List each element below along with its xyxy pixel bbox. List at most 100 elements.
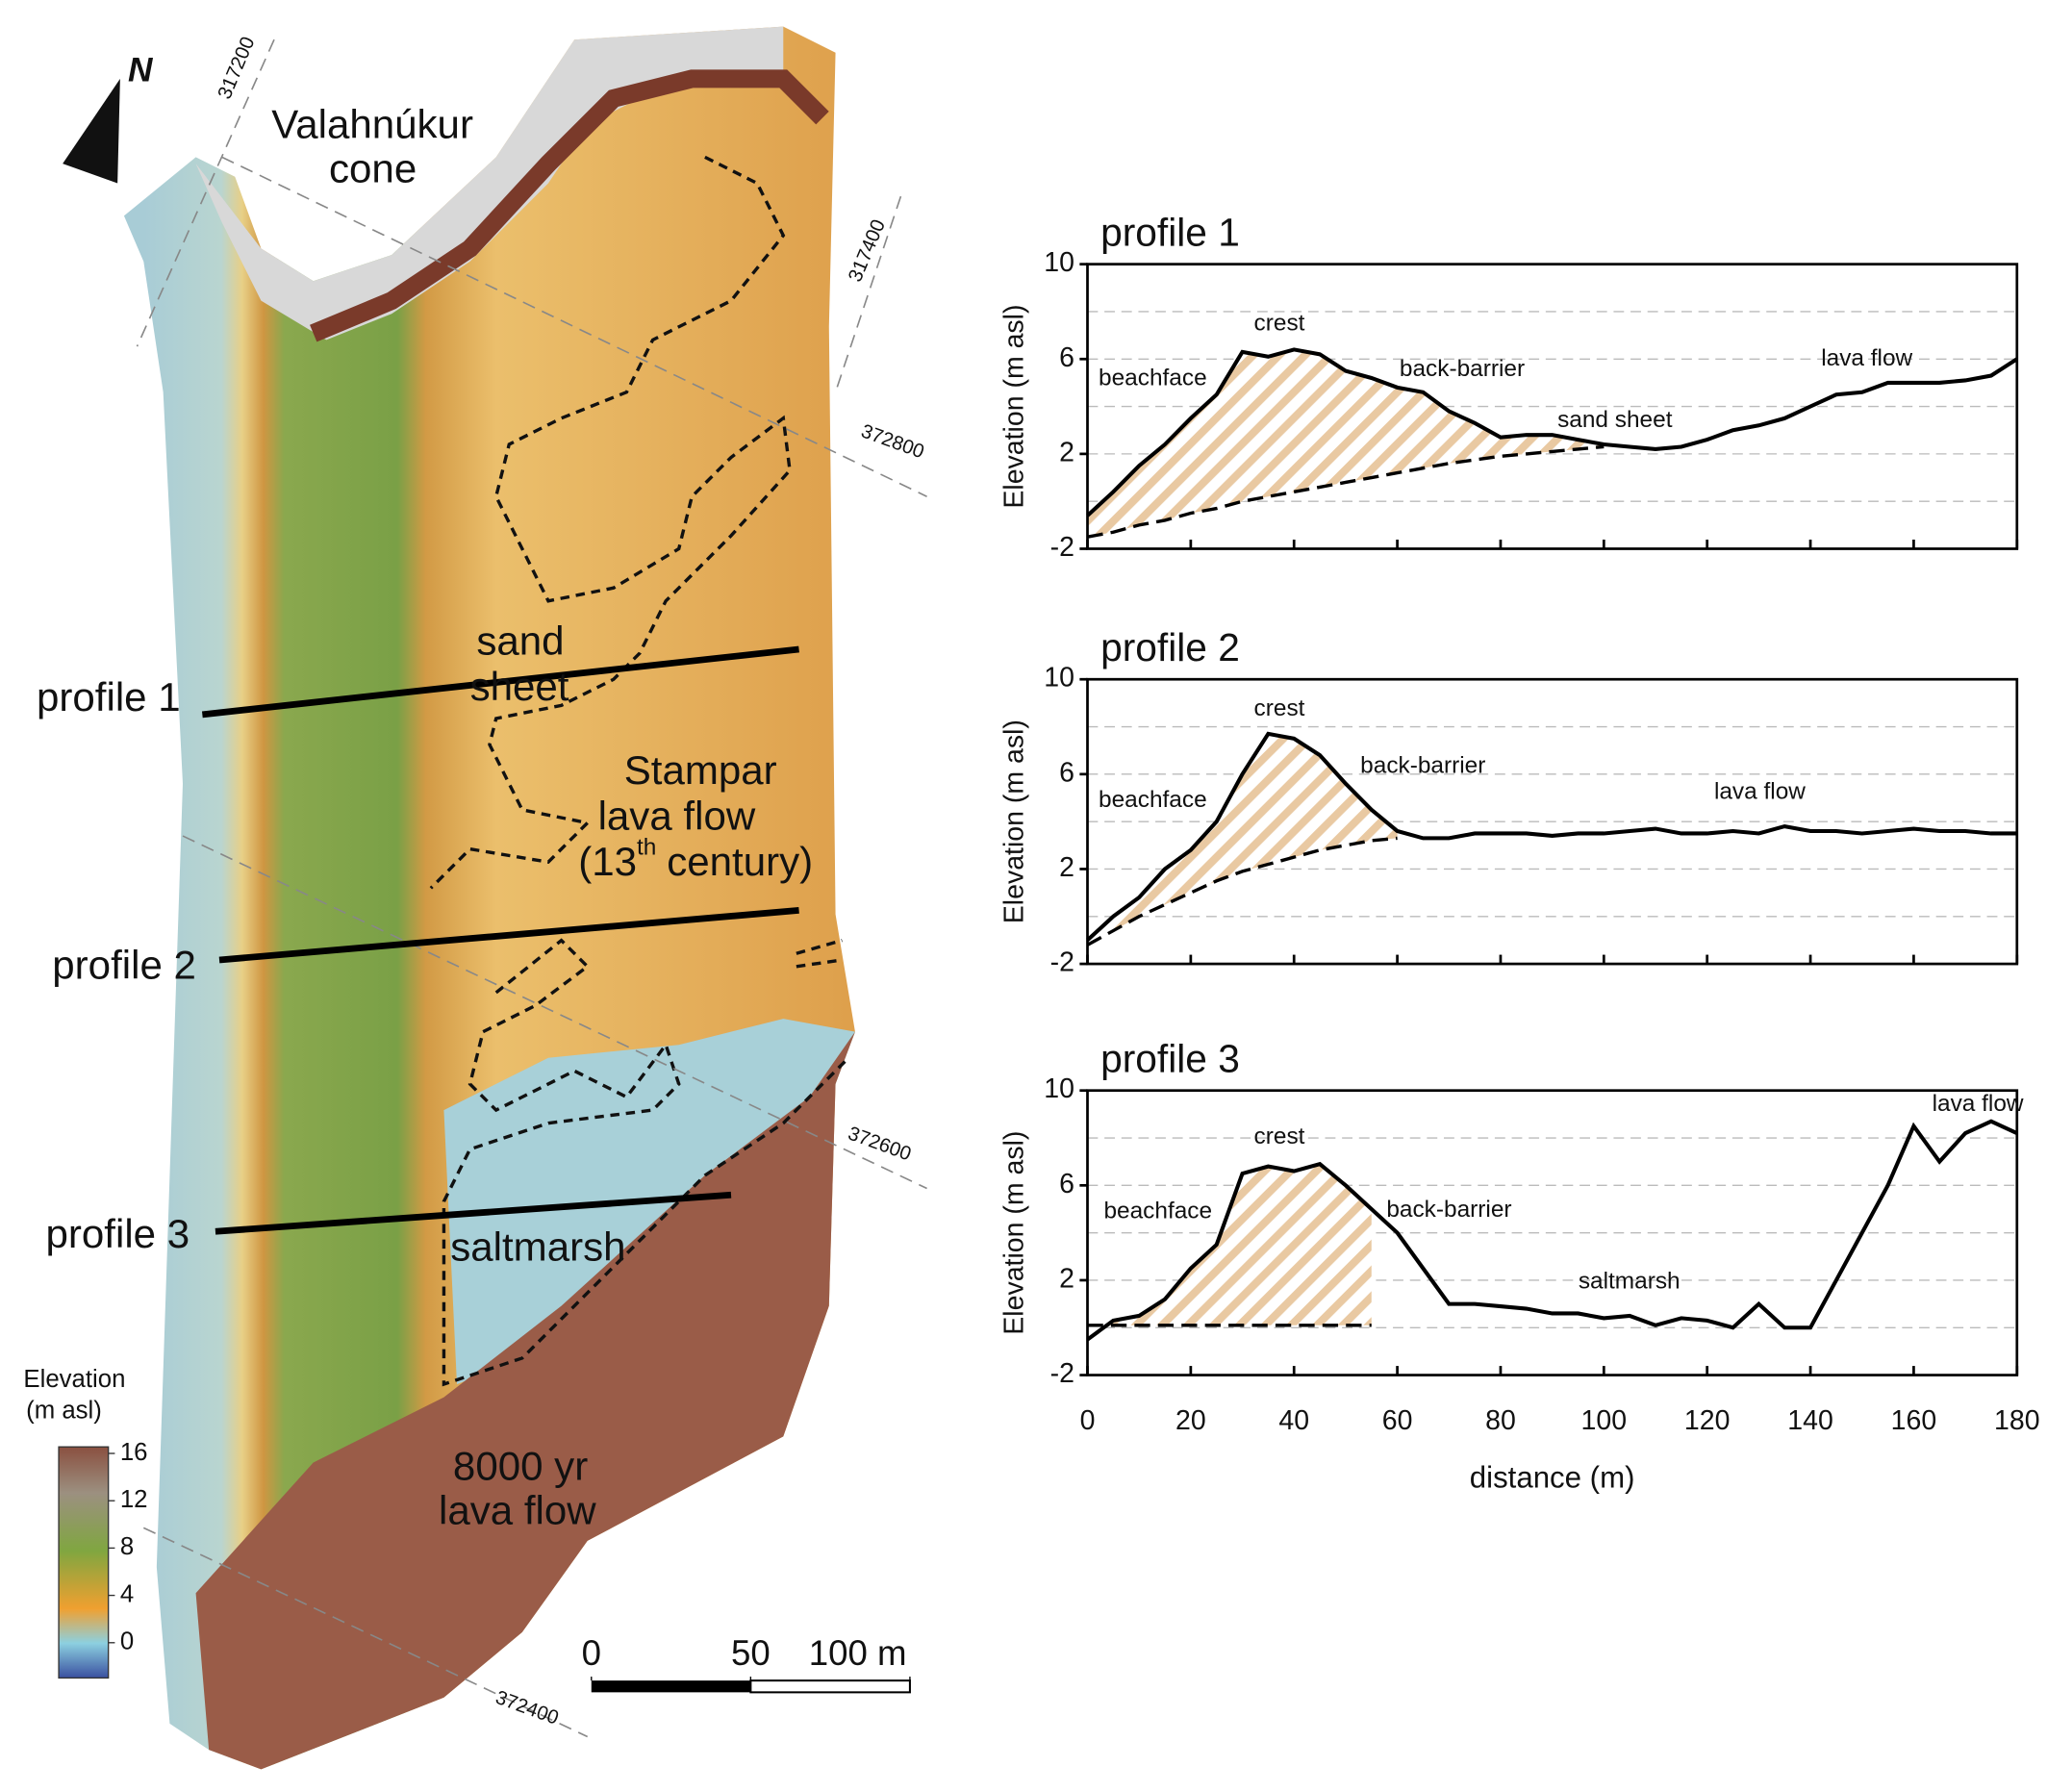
profile-line	[1086, 836, 1398, 946]
x-tick-label: 100	[1581, 1405, 1628, 1436]
y-tick-label: 10	[1044, 663, 1074, 694]
colorbar-tick-label: 4	[120, 1580, 134, 1607]
profile-lines	[201, 645, 799, 1235]
map-label: Valahnúkur	[271, 101, 473, 146]
plot-frame	[1086, 677, 2019, 966]
scalebar-label: 0	[582, 1633, 601, 1673]
map-label: Stampar	[624, 747, 777, 793]
colorbar-title: Elevation	[23, 1366, 125, 1393]
y-axis-label: Elevation (m asl)	[998, 305, 1029, 509]
x-tick-label: 160	[1891, 1405, 1937, 1436]
chart-title: profile 2	[1100, 625, 1240, 669]
profile-line	[1086, 731, 2017, 942]
profile-label: profile 2	[52, 942, 196, 987]
grid-label: 372400	[493, 1687, 561, 1729]
annotation: lava flow	[1933, 1091, 2024, 1117]
profile-chart: profile 1 Elevation (m asl) -2 2 6 10 beachfac…	[998, 211, 2019, 563]
x-axis-label: distance (m)	[1470, 1460, 1635, 1494]
grid-label: 317200	[215, 34, 260, 102]
unit-boundary	[429, 155, 850, 1387]
annotation: sand sheet	[1557, 407, 1673, 433]
colorbar-tick-label: 0	[120, 1628, 134, 1655]
annotation: crest	[1254, 1123, 1305, 1149]
annotation: crest	[1254, 311, 1305, 337]
chart-title: profile 1	[1100, 211, 1240, 255]
y-tick-label: 6	[1059, 342, 1074, 373]
x-tick-label: 60	[1382, 1405, 1413, 1436]
map-label-part: (13	[578, 839, 637, 884]
scalebar-black	[591, 1680, 751, 1693]
annotation: back-barrier	[1360, 753, 1485, 779]
plot-frame	[1086, 263, 2019, 550]
colorbar-title: (m asl)	[26, 1397, 102, 1424]
scalebar-label: 100 m	[809, 1633, 907, 1673]
profile-label: profile 1	[37, 674, 181, 719]
north-arrow	[63, 78, 120, 184]
y-tick-label: 6	[1059, 757, 1074, 788]
grid-label: 372800	[858, 420, 926, 463]
y-axis-label: Elevation (m asl)	[998, 719, 1029, 923]
x-tick-label: 20	[1175, 1405, 1206, 1436]
cone	[195, 26, 784, 341]
annotation: beachface	[1099, 366, 1207, 391]
x-tick-label: 40	[1278, 1405, 1309, 1436]
colorbar-tick-label: 12	[120, 1486, 148, 1513]
y-tick-label: -2	[1050, 1358, 1074, 1389]
hatch-fill	[1087, 733, 1398, 946]
y-tick-label: 2	[1059, 852, 1074, 883]
map-label: sand	[476, 618, 564, 664]
colorbar-tick-label: 8	[120, 1533, 134, 1560]
map-label: cone	[329, 145, 417, 190]
profile-label: profile 3	[46, 1211, 190, 1256]
map-label: (13th century)	[578, 835, 813, 884]
scalebar-label: 50	[731, 1633, 771, 1673]
annotation: back-barrier	[1386, 1197, 1511, 1223]
y-tick-label: 2	[1059, 437, 1074, 467]
annotation: back-barrier	[1400, 356, 1525, 382]
grid-label: 317400	[845, 216, 890, 285]
profile-line	[1086, 347, 2018, 517]
x-tick-label: 80	[1485, 1405, 1516, 1436]
map-label: 8000 yr	[453, 1443, 588, 1488]
plot-frame	[1086, 1089, 2019, 1376]
map-label-part: century)	[667, 839, 813, 884]
y-tick-label: 10	[1044, 247, 1074, 278]
y-tick-label: 10	[1044, 1073, 1074, 1104]
map-label: lava flow	[439, 1488, 596, 1533]
map-label: saltmarsh	[450, 1224, 625, 1269]
north-label: N	[128, 51, 154, 88]
x-tick-label: 140	[1787, 1405, 1833, 1436]
annotation: beachface	[1099, 787, 1207, 813]
map-label-sup: th	[637, 835, 656, 861]
old-lava	[195, 1031, 855, 1770]
cone-rim	[310, 69, 829, 342]
scalebar-white	[749, 1679, 911, 1694]
map-label: sheet	[470, 664, 569, 709]
annotation: crest	[1254, 695, 1305, 721]
annotation: beachface	[1103, 1198, 1212, 1224]
y-tick-label: -2	[1050, 947, 1074, 978]
annotation: lava flow	[1714, 779, 1806, 805]
x-tick-label: 0	[1080, 1405, 1096, 1436]
x-tick-label: 120	[1684, 1405, 1731, 1436]
hatch-fill	[1087, 1164, 1372, 1340]
annotation: saltmarsh	[1579, 1269, 1681, 1295]
y-tick-label: 2	[1059, 1263, 1074, 1294]
profile-line	[1087, 444, 1605, 539]
y-tick-label: -2	[1050, 532, 1074, 563]
grid-label: 372600	[846, 1123, 914, 1166]
x-tick-label: 180	[1994, 1405, 2040, 1436]
profile-chart: profile 2 Elevation (m asl) -2 2 6 10 beachfac…	[998, 625, 2019, 978]
map-label: lava flow	[598, 794, 756, 839]
chart-title: profile 3	[1100, 1037, 1240, 1081]
map: N Valahnúkur cone sand sheet Stampar lav…	[23, 26, 927, 1770]
colorbar-tick-label: 16	[120, 1439, 148, 1466]
y-tick-label: 6	[1059, 1169, 1074, 1199]
annotation: lava flow	[1821, 345, 1912, 371]
y-axis-label: Elevation (m asl)	[998, 1131, 1029, 1335]
colorbar	[58, 1446, 110, 1679]
profile-line	[1086, 1119, 2018, 1342]
coordinate-grid	[136, 38, 927, 1738]
